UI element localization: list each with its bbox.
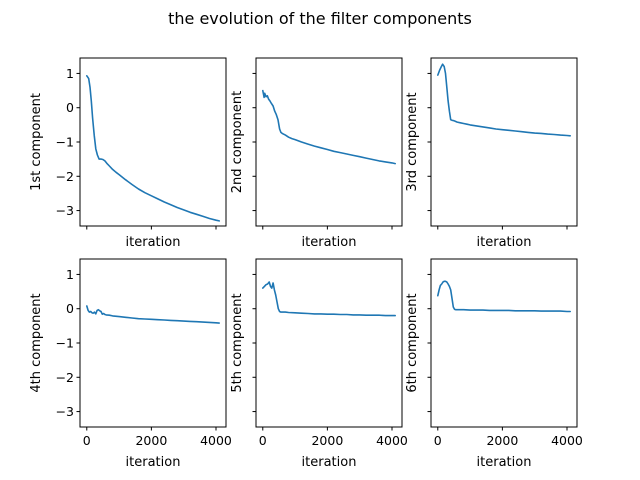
y-tick-label: 1 xyxy=(66,66,74,81)
x-tick-label: 4000 xyxy=(376,433,408,448)
x-axis-label: iteration xyxy=(126,235,181,250)
y-axis-label: 6th component xyxy=(405,293,420,392)
plot-frame xyxy=(430,258,578,428)
x-tick-label: 2000 xyxy=(486,433,518,448)
y-tick-label: 0 xyxy=(66,301,74,316)
subplot-1: 1 0 −1 −2 −3 iteration 1st component xyxy=(29,57,227,250)
series-line xyxy=(261,281,397,317)
x-tick-label: 2000 xyxy=(311,433,343,448)
plot-frame xyxy=(79,258,227,428)
y-tick-label: −3 xyxy=(56,203,74,218)
y-tick-label: −2 xyxy=(56,370,74,385)
x-tick-label: 0 xyxy=(83,433,91,448)
x-axis-label: iteration xyxy=(477,235,532,250)
subplot-6: 0 2000 4000 iteration 6th component xyxy=(405,258,583,470)
x-axis-label: iteration xyxy=(126,455,181,470)
x-tick-label: 0 xyxy=(259,433,267,448)
y-tick-label: −2 xyxy=(56,169,74,184)
plot-frame xyxy=(255,258,403,428)
y-axis-label: 1st component xyxy=(29,93,44,191)
y-tick-label: 0 xyxy=(66,100,74,115)
subplot-grid: 1 0 −1 −2 −3 iteration 1st component iteration 2… xyxy=(29,57,583,470)
x-tick-label: 2000 xyxy=(135,433,167,448)
subplot-5: 0 2000 4000 iteration 5th component xyxy=(230,258,408,470)
series-line xyxy=(436,280,572,313)
plot-frame xyxy=(255,57,403,227)
plot-frame xyxy=(79,57,227,227)
y-axis-label: 4th component xyxy=(29,293,44,392)
plot-frame xyxy=(430,57,578,227)
series-line xyxy=(261,89,397,165)
series-line xyxy=(86,75,220,222)
x-axis-label: iteration xyxy=(302,455,357,470)
y-axis-label: 2nd component xyxy=(230,91,245,193)
subplot-2: iteration 2nd component xyxy=(230,57,403,250)
y-axis-label: 3rd component xyxy=(405,92,420,191)
x-tick-label: 4000 xyxy=(200,433,232,448)
x-axis-label: iteration xyxy=(302,235,357,250)
subplot-4: 1 0 −1 −2 −3 0 2000 4000 iteration 4th component xyxy=(29,258,232,470)
series-line xyxy=(86,305,220,324)
y-axis-label: 5th component xyxy=(230,293,245,392)
x-tick-label: 0 xyxy=(434,433,442,448)
x-axis-label: iteration xyxy=(477,455,532,470)
chart-title: the evolution of the filter components xyxy=(168,9,472,28)
y-tick-label: 1 xyxy=(66,267,74,282)
x-tick-label: 4000 xyxy=(551,433,583,448)
y-tick-label: −3 xyxy=(56,404,74,419)
series-line xyxy=(436,63,572,137)
y-tick-label: −1 xyxy=(56,336,74,351)
subplot-3: iteration 3rd component xyxy=(405,57,578,250)
y-tick-label: −1 xyxy=(56,135,74,150)
